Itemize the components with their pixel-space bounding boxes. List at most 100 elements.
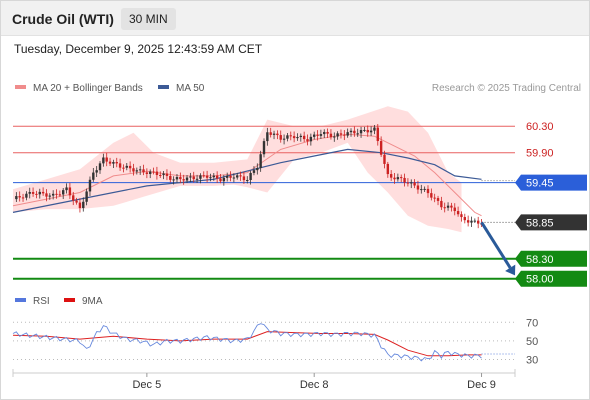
candle-body <box>269 132 272 135</box>
level-label-58.85: 58.85 <box>526 217 554 229</box>
candle-body <box>393 177 396 180</box>
candle-body <box>436 198 440 201</box>
forecast-arrow-shaft <box>480 221 512 269</box>
candle-body <box>252 170 256 173</box>
candle-body <box>236 175 239 178</box>
candle-body <box>48 195 52 197</box>
candle-body <box>470 220 473 223</box>
candle-body <box>306 139 309 142</box>
candle-body <box>316 134 319 136</box>
timeframe-badge[interactable]: 30 MIN <box>121 8 176 30</box>
candle-body <box>279 135 282 140</box>
candle-body <box>199 175 202 179</box>
candle-body <box>302 135 306 140</box>
candle-body <box>122 167 125 169</box>
candle-body <box>239 175 242 177</box>
candle-body <box>18 196 21 198</box>
candle-body <box>78 202 82 209</box>
candle-body <box>169 175 172 180</box>
candle-body <box>466 220 470 223</box>
level-labels: 60.30 59.90 59.45 58.85 58.30 58.00 <box>515 121 587 287</box>
candle-body <box>249 172 252 180</box>
candle-body <box>229 175 232 178</box>
candle-body <box>426 188 430 194</box>
candle-body <box>403 177 406 183</box>
candle-body <box>276 133 279 136</box>
candle-body <box>440 200 443 208</box>
candle-body <box>232 177 236 179</box>
candle-body <box>343 134 346 136</box>
forecast-arrow <box>480 221 516 276</box>
rsi-line <box>12 323 482 362</box>
candle-body <box>339 133 343 135</box>
candle-body <box>62 190 65 195</box>
candle-body <box>286 135 289 139</box>
candle-body <box>309 136 313 142</box>
candle-body <box>72 195 75 201</box>
candles <box>15 124 483 229</box>
bollinger-band-area <box>13 106 462 233</box>
candle-body <box>376 127 379 142</box>
ma20-line <box>12 133 482 217</box>
candle-body <box>128 165 132 169</box>
level-label-60.30: 60.30 <box>526 121 554 133</box>
candle-body <box>145 172 149 174</box>
candle-body <box>75 200 78 203</box>
candle-body <box>85 191 88 202</box>
candle-body <box>209 177 212 179</box>
candle-body <box>373 127 376 131</box>
candle-body <box>175 177 179 180</box>
candle-body <box>400 177 403 179</box>
candle-body <box>433 197 436 199</box>
candle-body <box>31 192 35 194</box>
candle-body <box>443 207 446 209</box>
candle-body <box>28 192 31 194</box>
ma50-line <box>12 148 482 213</box>
candle-body <box>15 196 18 200</box>
candle-body <box>102 157 105 164</box>
level-badge-59.45 <box>515 174 587 191</box>
candle-body <box>152 171 155 173</box>
candle-body <box>202 175 205 177</box>
candle-body <box>349 130 353 133</box>
candle-body <box>353 130 356 134</box>
candle-body <box>212 175 215 178</box>
candle-body <box>460 214 463 218</box>
candle-body <box>386 163 390 175</box>
candle-body <box>406 182 410 184</box>
rsi-level-label: 30 <box>526 355 538 367</box>
candle-body <box>159 174 162 176</box>
header-bar: Crude Oil (WTI) 30 MIN <box>1 1 589 36</box>
candle-body <box>38 191 41 195</box>
candle-body <box>413 182 416 186</box>
candle-body <box>296 137 299 139</box>
candle-body <box>292 136 296 139</box>
rsi-level-label: 50 <box>526 336 538 348</box>
candle-body <box>68 187 72 196</box>
candle-body <box>289 135 292 137</box>
candle-body <box>336 133 339 137</box>
time-tick-label: Dec 9 <box>467 379 496 391</box>
candle-body <box>282 138 286 140</box>
legend-label-ma50: MA 50 <box>176 83 205 94</box>
candle-body <box>165 173 169 176</box>
candle-body <box>219 178 222 182</box>
candle-body <box>92 172 95 180</box>
candle-body <box>65 187 68 191</box>
level-badge-58.00 <box>515 270 587 287</box>
level-label-59.90: 59.90 <box>526 148 554 160</box>
rsi-ma-legend-label: 9MA <box>82 296 103 307</box>
candle-body <box>21 197 25 199</box>
moving-averages <box>12 133 515 223</box>
time-tick-label: Dec 8 <box>300 379 329 391</box>
candle-body <box>423 188 426 190</box>
instrument-title: Crude Oil (WTI) <box>12 11 114 27</box>
candle-body <box>41 191 45 194</box>
candle-body <box>473 220 477 222</box>
candle-body <box>420 189 423 191</box>
candle-body <box>453 207 456 212</box>
candle-body <box>135 170 139 172</box>
candle-body <box>95 170 98 173</box>
candle-body <box>185 177 189 181</box>
